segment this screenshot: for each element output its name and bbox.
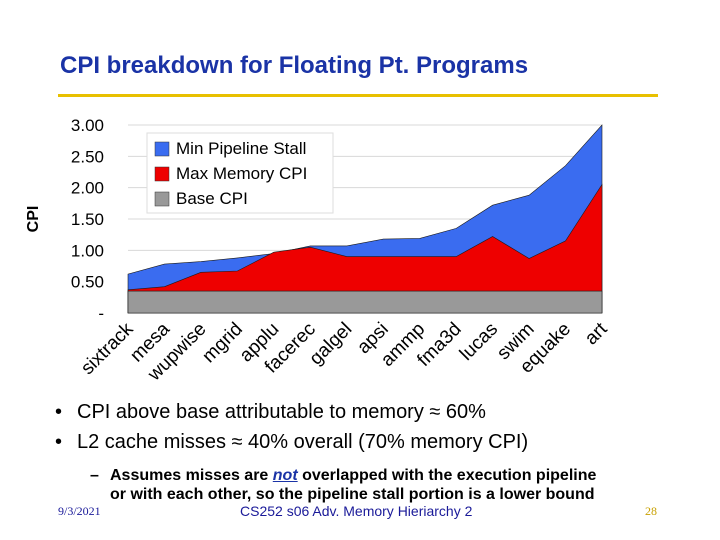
- bullet-item: • CPI above base attributable to memory ≈…: [55, 401, 486, 423]
- chart-legend: Min Pipeline Stall Max Memory CPI Base CPI: [146, 132, 334, 214]
- legend-label: Min Pipeline Stall: [176, 139, 306, 158]
- y-tick-label: -: [98, 304, 104, 323]
- sub-bullet-dash: –: [90, 467, 99, 484]
- y-tick-label: 1.50: [71, 210, 104, 229]
- slide-title: CPI breakdown for Floating Pt. Programs: [60, 52, 529, 79]
- bullet-item: • L2 cache misses ≈ 40% overall (70% memo…: [55, 431, 529, 453]
- area-series: [127, 124, 603, 314]
- legend-swatch: [154, 191, 170, 207]
- y-axis: - 0.50 1.00 1.50 2.00 2.50 3.00: [71, 116, 104, 323]
- y-tick-label: 3.00: [71, 116, 104, 135]
- x-tick-label: mgrid: [198, 319, 246, 367]
- sub-bullet-text-pre: Assumes misses are: [110, 467, 273, 484]
- legend-label: Max Memory CPI: [176, 164, 307, 183]
- area-base-cpi: [127, 290, 603, 314]
- sub-bullet-emphasis: not: [272, 467, 298, 484]
- bullet-list: • CPI above base attributable to memory ≈…: [55, 401, 528, 461]
- title-underline: [58, 94, 658, 97]
- footer-page-number: 28: [645, 504, 657, 518]
- sub-bullet-line2: or with each other, so the pipeline stal…: [110, 486, 595, 503]
- sub-bullet-text-post: overlapped with the execution pipeline: [297, 467, 597, 484]
- legend-box: [146, 132, 334, 214]
- bullet-text: CPI above base attributable to memory ≈ …: [77, 401, 486, 423]
- bullet-text: L2 cache misses ≈ 40% overall (70% memor…: [77, 431, 529, 453]
- x-tick-label: art: [581, 318, 612, 349]
- x-tick-label: galgel: [306, 319, 357, 370]
- x-tick-label: lucas: [456, 319, 502, 365]
- sub-bullet: – Assumes misses are not overlapped with …: [90, 466, 596, 504]
- legend-label: Base CPI: [176, 189, 248, 208]
- y-tick-label: 0.50: [71, 273, 104, 292]
- y-axis-label: CPI: [25, 206, 42, 233]
- footer-date: 9/3/2021: [58, 504, 101, 518]
- footer-course: CS252 s06 Adv. Memory Hieriarchy 2: [240, 503, 473, 519]
- area-max-memory-cpi: [127, 183, 603, 314]
- legend-swatch: [154, 166, 170, 182]
- x-axis: sixtrackmesawupwisemgridapplufacerecgalg…: [77, 318, 612, 386]
- y-tick-label: 1.00: [71, 241, 104, 260]
- y-tick-label: 2.00: [71, 179, 104, 198]
- legend-swatch: [154, 141, 170, 157]
- cpi-area-chart: - 0.50 1.00 1.50 2.00 2.50 3.00 sixtrackmesawu…: [25, 116, 612, 386]
- y-tick-label: 2.50: [71, 147, 104, 166]
